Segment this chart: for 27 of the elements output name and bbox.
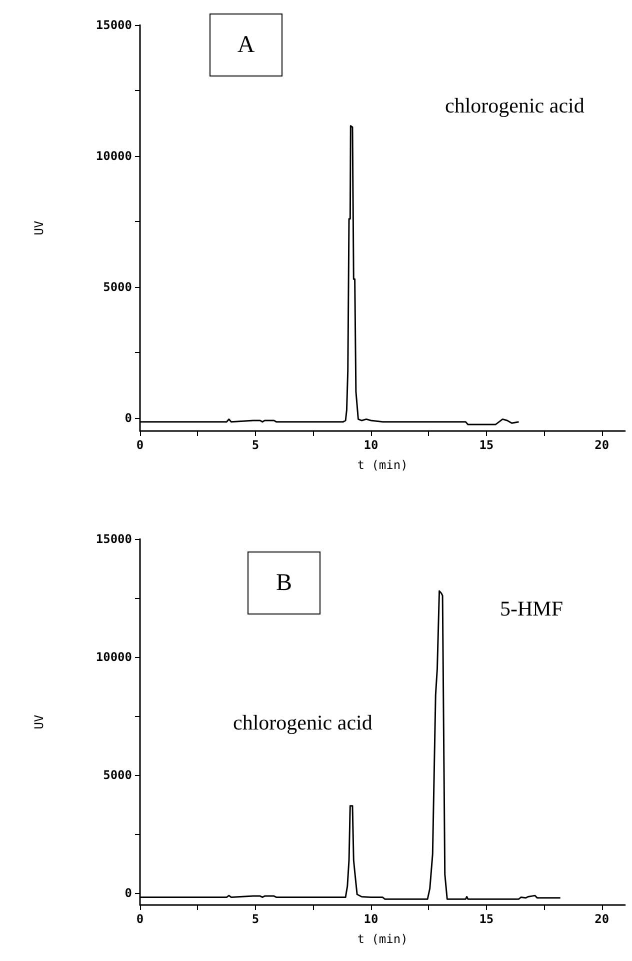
y-axis-title: UV [32, 714, 46, 730]
y-tick-label: 5000 [103, 280, 132, 294]
x-tick-label: 5 [252, 912, 260, 926]
y-axis-title: UV [32, 220, 46, 236]
x-tick-label: 0 [136, 912, 144, 926]
annotation: chlorogenic acid [233, 710, 373, 734]
x-tick-label: 20 [594, 912, 610, 926]
x-tick-label: 5 [252, 438, 260, 452]
x-tick-label: 10 [364, 912, 378, 926]
x-tick-label: 0 [136, 438, 144, 452]
x-tick-label: 15 [479, 438, 494, 452]
x-tick-label: 15 [479, 912, 494, 926]
y-tick-label: 10000 [96, 650, 132, 664]
x-tick-label: 10 [364, 438, 378, 452]
x-tick-label: 20 [594, 438, 610, 452]
y-tick-label: 15000 [96, 532, 132, 546]
text: B [276, 570, 292, 596]
y-tick-label: 15000 [96, 18, 132, 32]
y-tick-label: 5000 [103, 768, 132, 782]
annotation: 5-HMF [500, 596, 564, 620]
x-axis-title: t (min) [357, 458, 408, 472]
chart-title: A [237, 32, 256, 58]
annotation: chlorogenic acid [445, 94, 585, 118]
y-tick-label: 10000 [96, 148, 132, 163]
x-axis-title: t (min) [357, 932, 408, 946]
y-tick-label: 0 [124, 410, 132, 425]
y-tick-label: 0 [124, 886, 132, 900]
